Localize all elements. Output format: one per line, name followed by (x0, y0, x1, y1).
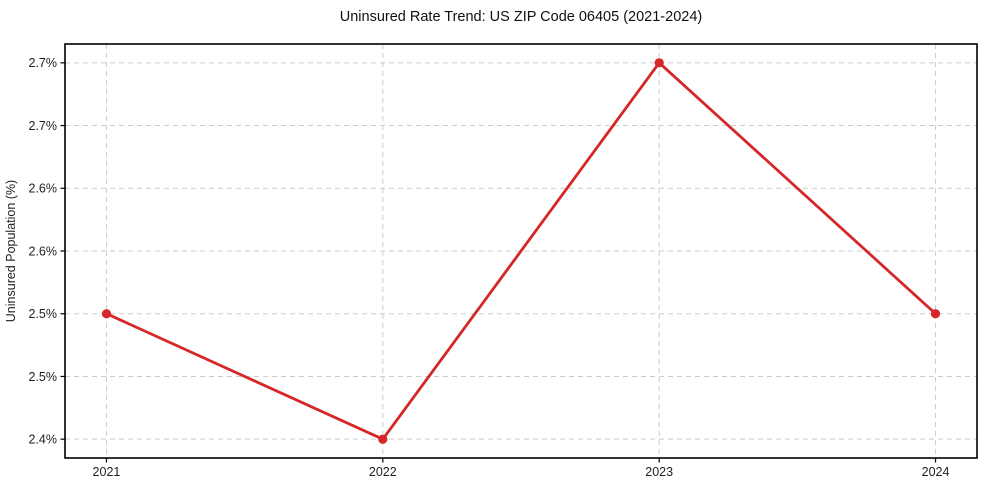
y-tick-label: 2.6% (29, 244, 58, 258)
y-tick-label: 2.5% (29, 370, 58, 384)
data-point-marker (930, 309, 941, 319)
x-tick-label: 2023 (645, 465, 673, 479)
y-tick-label: 2.5% (29, 307, 58, 321)
y-tick-label: 2.7% (29, 56, 58, 70)
data-point-marker (101, 309, 112, 319)
y-tick-label: 2.4% (29, 433, 58, 447)
grid-layer (65, 44, 977, 458)
chart-title: Uninsured Rate Trend: US ZIP Code 06405 … (340, 9, 702, 25)
y-axis-label: Uninsured Population (%) (4, 180, 18, 322)
x-tick-label: 2021 (93, 465, 121, 479)
x-tick-label: 2024 (922, 465, 950, 479)
y-tick-label: 2.7% (29, 119, 58, 133)
trend-line (105, 61, 937, 441)
data-series-layer (101, 58, 941, 444)
axis-tick-layer: 2.4% 2.5% 2.5% 2.6% 2.6% 2.7% 2.7% 2021 2022 2023… (29, 56, 950, 479)
data-point-marker (378, 434, 388, 444)
data-point-marker (654, 58, 664, 68)
y-tick-label: 2.6% (29, 182, 58, 196)
x-tick-label: 2022 (369, 465, 397, 479)
